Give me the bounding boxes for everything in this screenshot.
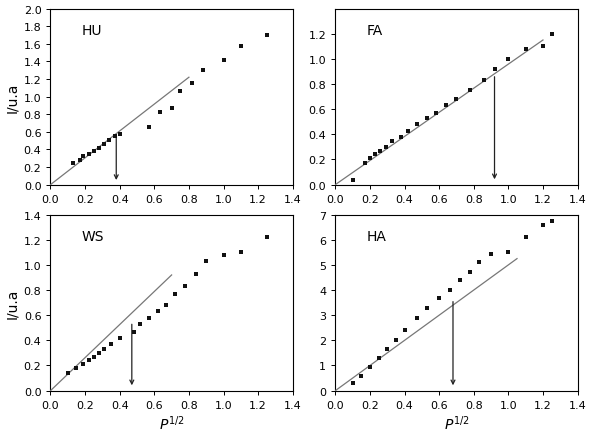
Point (191, 271, 201, 278)
Point (144, 314, 154, 321)
Point (136, 321, 145, 328)
Point (181, 283, 190, 290)
Point (84, 151, 94, 158)
Point (435, 294, 444, 301)
Point (144, 124, 154, 131)
X-axis label: $P^{1/2}$: $P^{1/2}$ (443, 414, 469, 432)
Point (262, 32, 272, 39)
Point (422, 115, 432, 122)
Point (504, 249, 513, 256)
Point (365, 155, 375, 162)
Point (538, 222, 548, 229)
Text: WS: WS (82, 229, 105, 243)
Point (94, 350, 104, 357)
Point (188, 81, 197, 88)
Point (162, 302, 171, 309)
Point (371, 152, 380, 159)
Point (480, 78, 489, 85)
Point (400, 327, 409, 334)
Point (75, 157, 85, 164)
Point (72, 365, 81, 372)
Text: FA: FA (367, 24, 383, 38)
Y-axis label: I/u.a: I/u.a (5, 288, 20, 318)
Point (198, 67, 208, 74)
Point (538, 44, 548, 51)
Point (431, 110, 440, 117)
Point (465, 88, 475, 95)
Point (107, 341, 116, 348)
Point (490, 66, 499, 73)
Point (110, 134, 119, 141)
X-axis label: $P^{1/2}$: $P^{1/2}$ (159, 414, 185, 432)
Point (381, 144, 390, 151)
Point (236, 44, 246, 51)
Point (79, 361, 88, 368)
Point (441, 102, 451, 110)
Point (115, 132, 124, 139)
Point (391, 337, 401, 344)
Point (236, 249, 246, 256)
Point (262, 234, 272, 241)
Point (547, 31, 556, 38)
Point (465, 269, 475, 276)
Point (89, 353, 98, 360)
Point (360, 160, 369, 167)
Point (99, 141, 109, 148)
Point (89, 148, 98, 155)
Point (176, 88, 185, 95)
Point (68, 160, 78, 167)
Point (63, 370, 73, 377)
Point (445, 287, 454, 294)
Point (455, 277, 465, 284)
Point (504, 56, 513, 63)
Point (84, 357, 94, 364)
Point (99, 346, 109, 353)
Point (201, 258, 211, 265)
Point (422, 304, 432, 311)
Point (153, 308, 163, 315)
Point (452, 96, 461, 103)
Point (356, 372, 366, 379)
Point (474, 259, 484, 266)
Point (219, 252, 229, 259)
Point (105, 137, 114, 144)
Point (397, 134, 406, 141)
Point (412, 121, 422, 128)
Y-axis label: I/u.a: I/u.a (5, 82, 20, 113)
Point (94, 145, 104, 152)
Point (382, 346, 392, 353)
Point (155, 110, 164, 117)
Text: HA: HA (367, 229, 387, 243)
Point (170, 291, 180, 298)
Point (486, 251, 496, 258)
Point (348, 380, 358, 387)
Point (365, 364, 375, 371)
Point (547, 218, 556, 225)
Point (374, 355, 384, 362)
Point (167, 105, 176, 112)
Point (521, 234, 530, 241)
Point (348, 177, 358, 184)
Point (403, 128, 413, 135)
Text: HU: HU (82, 24, 102, 38)
Point (115, 335, 124, 342)
Point (412, 314, 422, 321)
Point (388, 138, 397, 145)
Point (129, 328, 139, 336)
Point (79, 154, 88, 161)
Point (375, 148, 385, 155)
Point (219, 57, 229, 64)
Point (521, 46, 530, 53)
